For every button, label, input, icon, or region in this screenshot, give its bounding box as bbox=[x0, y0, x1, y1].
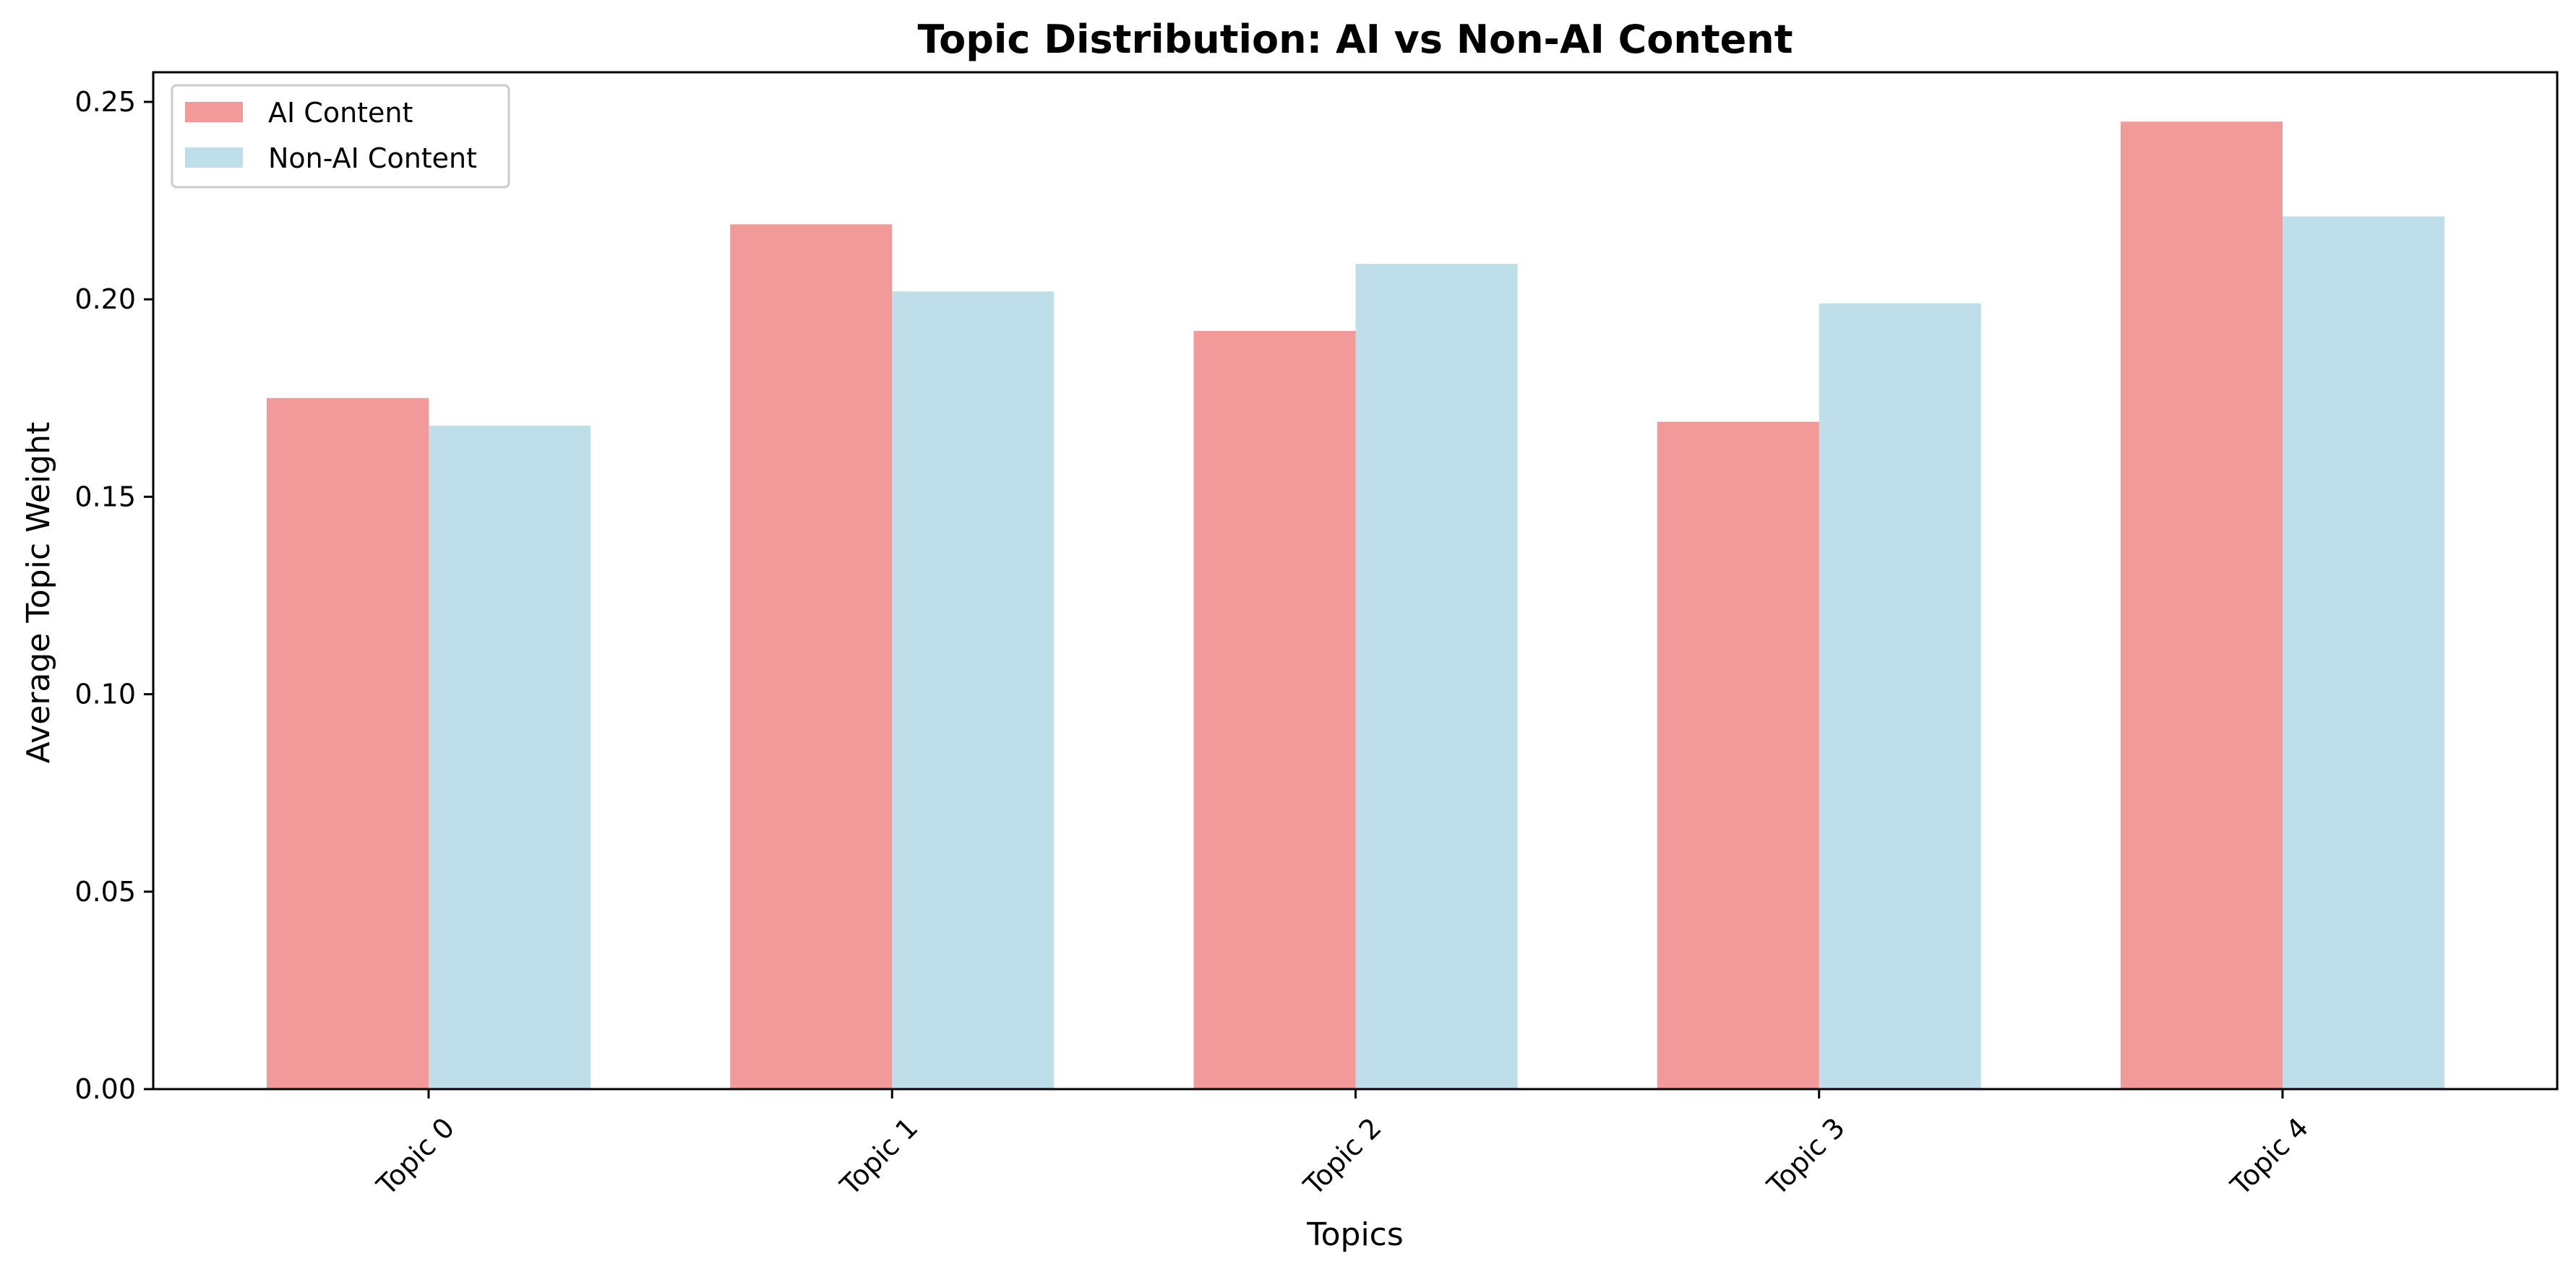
bar-ai-content-topic-4 bbox=[2121, 121, 2283, 1089]
legend: AI Content Non-AI Content bbox=[171, 84, 510, 189]
bar-non-ai-content-topic-3 bbox=[1819, 303, 1981, 1089]
bar-non-ai-content-topic-1 bbox=[892, 291, 1055, 1089]
x-axis-label: Topics bbox=[1306, 1216, 1404, 1253]
y-tick-label: 0.05 bbox=[74, 876, 136, 908]
y-tick-label: 0.25 bbox=[74, 86, 136, 118]
bar-non-ai-content-topic-4 bbox=[2283, 216, 2444, 1089]
bar-ai-content-topic-0 bbox=[267, 397, 429, 1089]
bar-ai-content-topic-3 bbox=[1657, 421, 1819, 1089]
y-tick-label: 0.10 bbox=[74, 679, 136, 710]
bar-ai-content-topic-2 bbox=[1193, 330, 1356, 1089]
y-tick-label: 0.00 bbox=[74, 1073, 136, 1105]
bars-layer bbox=[267, 121, 2444, 1090]
bar-non-ai-content-topic-2 bbox=[1355, 264, 1518, 1089]
bar-ai-content-topic-1 bbox=[730, 224, 893, 1090]
y-tick-label: 0.20 bbox=[74, 283, 136, 315]
y-axis-ticks: 0.00 0.05 0.10 0.15 0.20 0.25 bbox=[74, 86, 153, 1105]
bar-non-ai-content-topic-0 bbox=[429, 426, 591, 1089]
chart-title: Topic Distribution: AI vs Non-AI Content bbox=[917, 17, 1793, 62]
plot-frame bbox=[152, 71, 2559, 1091]
y-tick-label: 0.15 bbox=[74, 481, 136, 512]
legend-box bbox=[171, 84, 510, 189]
legend-swatch-non-ai-content bbox=[185, 147, 243, 168]
legend-label-ai-content: AI Content bbox=[268, 97, 413, 129]
legend-label-non-ai-content: Non-AI Content bbox=[268, 142, 477, 174]
legend-swatch-ai-content bbox=[185, 102, 243, 122]
y-axis-label: Average Topic Weight bbox=[20, 422, 57, 764]
